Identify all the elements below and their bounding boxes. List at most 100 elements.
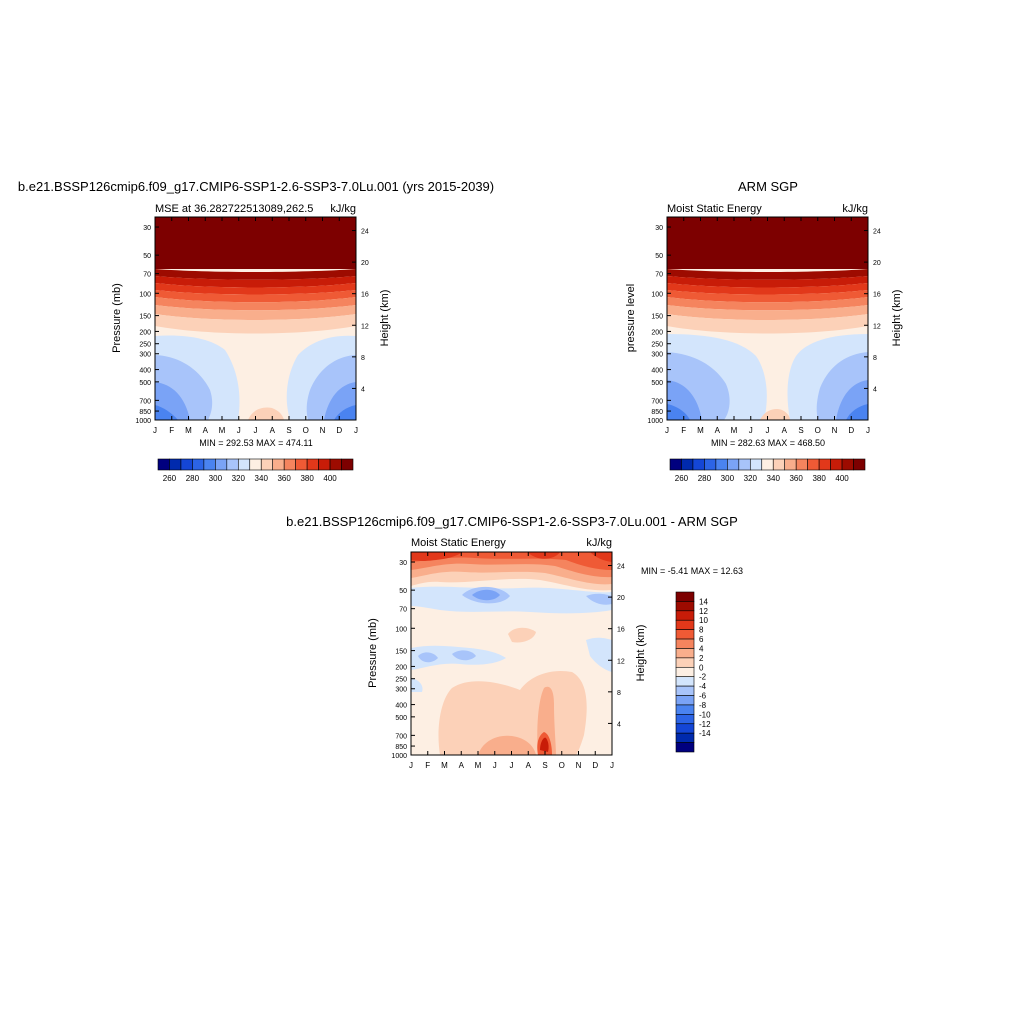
- colorbar-label: 340: [767, 474, 781, 483]
- x-tick-label: J: [237, 426, 241, 435]
- colorbar-swatch: [675, 666, 695, 678]
- x-tick-label: J: [493, 761, 497, 770]
- colorbar-label: 2: [699, 654, 704, 663]
- colorbar-swatch: [692, 458, 705, 471]
- colorbar-swatch: [841, 458, 854, 471]
- x-tick-label: F: [425, 761, 430, 770]
- band-fill: [667, 217, 868, 269]
- band-fill: [667, 269, 868, 280]
- y-tick-label: 850: [139, 409, 151, 416]
- x-tick-label: M: [219, 426, 226, 435]
- colorbar-swatch: [329, 458, 342, 471]
- colorbar-swatch: [203, 458, 216, 471]
- colorbar-label: 12: [699, 607, 708, 616]
- right-subtitle: kJ/kg: [586, 537, 612, 549]
- y-tick-label: 50: [655, 253, 663, 260]
- colorbar-swatch: [704, 458, 717, 471]
- y-tick-label: 500: [395, 715, 407, 722]
- y2-tick-label: 12: [361, 323, 369, 330]
- colorbar-label: -4: [699, 682, 707, 691]
- x-tick-label: M: [697, 426, 704, 435]
- y2-tick-label: 12: [617, 658, 625, 665]
- x-tick-label: O: [559, 761, 565, 770]
- colorbar-label: 10: [699, 616, 708, 625]
- y-axis-label: Pressure (mb): [111, 283, 123, 353]
- colorbar-label: 400: [323, 474, 337, 483]
- x-tick-label: F: [681, 426, 686, 435]
- colorbar-swatch: [226, 458, 239, 471]
- colorbar-label: -10: [699, 710, 711, 719]
- x-tick-label: J: [254, 426, 258, 435]
- colorbar-swatch: [675, 648, 695, 659]
- colorbar-swatch: [853, 458, 866, 471]
- colorbar-swatch: [669, 458, 682, 471]
- colorbar: 260 280 300 320 340 360 380 400: [157, 458, 354, 483]
- band-fill: [586, 593, 612, 605]
- y-tick-label: 50: [143, 253, 151, 260]
- colorbar-swatch: [341, 458, 354, 471]
- y-tick-label: 150: [395, 649, 407, 656]
- y-tick-label: 400: [139, 368, 151, 375]
- colorbar-label: 4: [699, 644, 704, 653]
- y2-tick-label: 4: [617, 721, 621, 728]
- x-tick-label: J: [510, 761, 514, 770]
- band-fill: [540, 737, 549, 752]
- colorbar-label: 14: [699, 597, 708, 606]
- colorbar-label: -8: [699, 701, 707, 710]
- y-tick-label: 70: [399, 607, 407, 614]
- contour-field: [667, 217, 868, 420]
- y2-tick-label: 24: [873, 229, 881, 236]
- colorbar-swatch: [675, 619, 695, 630]
- y-tick-label: 700: [395, 733, 407, 740]
- y-tick-label: 300: [651, 352, 663, 359]
- band-fill: [508, 627, 536, 643]
- y-tick-label: 250: [395, 677, 407, 684]
- y2-tick-label: 16: [361, 292, 369, 299]
- x-tick-label: J: [354, 426, 358, 435]
- y-tick-label: 30: [143, 225, 151, 232]
- colorbar-label: -2: [699, 673, 707, 682]
- band-fill: [411, 552, 462, 561]
- colorbar-swatch: [675, 629, 695, 640]
- colorbar-label: 0: [699, 663, 704, 672]
- y2-tick-label: 8: [617, 690, 621, 697]
- colorbar-label: 320: [232, 474, 246, 483]
- colorbar-swatch: [727, 458, 740, 471]
- colorbar-swatch: [675, 704, 695, 715]
- band-fill: [155, 217, 356, 269]
- y2-axis-label: Height (km): [635, 625, 647, 682]
- panel-title: ARM SGP: [738, 179, 798, 194]
- y-tick-label: 70: [655, 272, 663, 279]
- colorbar-label: 300: [209, 474, 223, 483]
- left-subtitle: MSE at 36.282722513089,262.5: [155, 203, 313, 215]
- colorbar-swatch: [295, 458, 308, 471]
- y-axis: 30 50 70 100 150 200 250 300 400 500 700 850 1000: [391, 560, 415, 760]
- y2-axis: 24 20 16 12 8 4: [352, 229, 369, 393]
- colorbar-label: -14: [699, 729, 711, 738]
- x-tick-label: J: [749, 426, 753, 435]
- x-tick-label: A: [782, 426, 788, 435]
- band-fill: [586, 637, 612, 672]
- colorbar-swatch: [761, 458, 774, 471]
- colorbar-label: 380: [300, 474, 314, 483]
- y2-tick-label: 8: [361, 355, 365, 362]
- band-fill: [155, 276, 356, 288]
- y2-axis: 24 20 16 12 8 4: [864, 229, 881, 393]
- panel-model: b.e21.BSSP126cmip6.f09_g17.CMIP6-SSP1-2.…: [18, 179, 494, 483]
- band-fill: [155, 305, 356, 320]
- x-tick-label: O: [815, 426, 821, 435]
- right-subtitle: kJ/kg: [330, 203, 356, 215]
- colorbar-label: 260: [675, 474, 689, 483]
- colorbar-swatch: [169, 458, 182, 471]
- colorbar-swatch: [180, 458, 193, 471]
- x-tick-label: J: [153, 426, 157, 435]
- y-tick-label: 100: [395, 626, 407, 633]
- y-tick-label: 1000: [135, 418, 151, 425]
- x-tick-label: A: [715, 426, 721, 435]
- y-tick-label: 150: [651, 314, 663, 321]
- x-tick-label: M: [185, 426, 192, 435]
- colorbar-swatch: [283, 458, 296, 471]
